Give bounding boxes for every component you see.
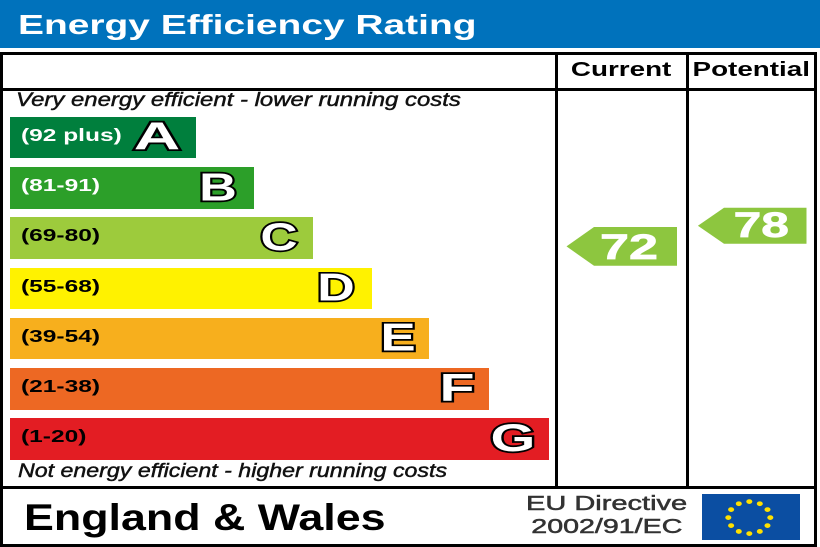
svg-text:72: 72 xyxy=(600,228,658,267)
svg-text:A: A xyxy=(134,115,180,158)
svg-text:B: B xyxy=(199,165,237,209)
svg-text:E: E xyxy=(380,315,415,359)
svg-text:F: F xyxy=(439,367,474,410)
svg-text:C: C xyxy=(260,215,297,259)
svg-text:78: 78 xyxy=(734,206,789,245)
svg-text:G: G xyxy=(491,416,536,460)
svg-text:D: D xyxy=(317,265,354,309)
